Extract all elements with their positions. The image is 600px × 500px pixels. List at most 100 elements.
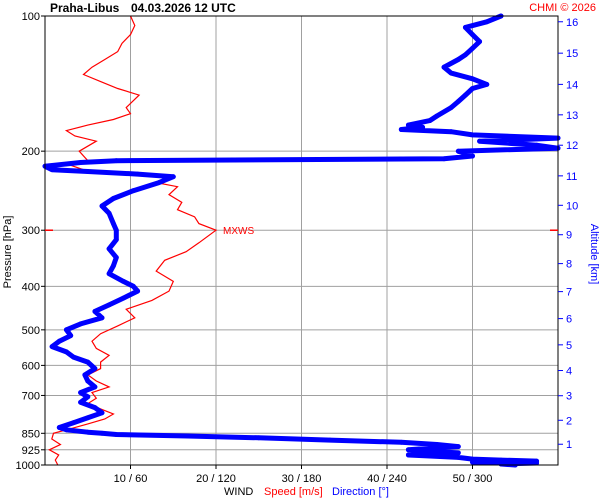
altitude-tick-label: 1 bbox=[566, 439, 572, 451]
pressure-tick-label: 100 bbox=[22, 11, 40, 23]
pressure-tick-label: 850 bbox=[22, 428, 40, 440]
y-axis-label: Pressure [hPa] bbox=[2, 216, 14, 289]
direction-point bbox=[463, 52, 468, 58]
direction-point bbox=[92, 405, 98, 410]
direction-point bbox=[398, 439, 404, 445]
x-axis-label-wind: WIND bbox=[224, 486, 253, 498]
direction-point bbox=[434, 113, 440, 119]
direction-point bbox=[448, 105, 454, 110]
direction-point bbox=[470, 132, 475, 138]
direction-point bbox=[327, 437, 333, 443]
speed-line bbox=[47, 15, 218, 466]
direction-point bbox=[256, 435, 262, 441]
altitude-tick-label: 11 bbox=[566, 171, 577, 183]
direction-point bbox=[534, 142, 539, 148]
direction-point bbox=[185, 433, 190, 439]
direction-point bbox=[85, 429, 91, 435]
pressure-tick-label: 200 bbox=[22, 146, 40, 158]
direction-point bbox=[49, 167, 55, 173]
direction-point bbox=[406, 447, 411, 453]
direction-point bbox=[434, 442, 440, 447]
direction-point bbox=[85, 359, 91, 365]
pressure-tick-label: 1000 bbox=[16, 460, 40, 472]
direction-point bbox=[470, 76, 475, 82]
direction-point bbox=[455, 148, 461, 154]
direction-point bbox=[470, 456, 475, 462]
direction-point bbox=[92, 366, 98, 371]
altitude-tick-label: 12 bbox=[566, 140, 578, 152]
direction-point bbox=[398, 127, 404, 132]
direction-point bbox=[111, 196, 116, 201]
direction-point bbox=[113, 227, 119, 233]
wind-tick-label: 30 / 180 bbox=[282, 473, 322, 485]
direction-point bbox=[78, 390, 83, 395]
altitude-tick-label: 3 bbox=[566, 391, 572, 403]
direction-point bbox=[99, 430, 105, 436]
altitude-tick-label: 6 bbox=[566, 314, 572, 326]
direction-point bbox=[498, 457, 504, 463]
direction-point bbox=[68, 333, 74, 338]
direction-point bbox=[470, 153, 475, 159]
direction-point bbox=[448, 70, 454, 76]
direction-point bbox=[455, 450, 461, 456]
direction-point bbox=[427, 453, 433, 459]
direction-point bbox=[470, 32, 475, 37]
pressure-tick-label: 925 bbox=[22, 445, 40, 457]
wind-tick-label: 20 / 120 bbox=[196, 473, 236, 485]
datetime-title: 04.03.2026 12 UTC bbox=[131, 1, 236, 15]
direction-point bbox=[121, 279, 126, 284]
direction-point bbox=[170, 174, 176, 180]
direction-point bbox=[427, 118, 433, 123]
direction-point bbox=[427, 445, 433, 451]
direction-point bbox=[130, 188, 136, 194]
direction-point bbox=[484, 82, 490, 87]
altitude-tick-label: 5 bbox=[566, 340, 572, 352]
direction-point bbox=[484, 19, 490, 25]
direction-point bbox=[85, 415, 91, 421]
direction-point bbox=[441, 156, 447, 162]
direction-point bbox=[106, 210, 112, 216]
altitude-tick-label: 9 bbox=[566, 230, 572, 242]
direction-point bbox=[113, 432, 119, 437]
direction-point bbox=[406, 122, 411, 128]
pressure-tick-label: 500 bbox=[22, 325, 40, 337]
direction-point bbox=[78, 160, 83, 165]
direction-point bbox=[420, 124, 425, 130]
direction-point bbox=[135, 288, 141, 294]
pressure-tick-label: 400 bbox=[22, 281, 40, 293]
direction-point bbox=[85, 169, 91, 174]
x-axis-label-speed: Speed [m/s] bbox=[264, 486, 323, 498]
direction-point bbox=[121, 295, 126, 301]
credit-label: CHMI © 2026 bbox=[529, 2, 596, 14]
direction-point bbox=[106, 271, 112, 277]
station-title: Praha-Libus bbox=[50, 1, 120, 15]
direction-point bbox=[92, 309, 98, 314]
direction-point bbox=[78, 321, 83, 327]
direction-point bbox=[130, 283, 136, 289]
wind-tick-label: 10 / 60 bbox=[114, 473, 148, 485]
altitude-tick-label: 15 bbox=[566, 48, 578, 60]
direction-point bbox=[455, 455, 461, 460]
direction-point bbox=[113, 237, 119, 243]
altitude-tick-label: 2 bbox=[566, 415, 572, 427]
direction-point bbox=[113, 158, 119, 164]
direction-point bbox=[71, 420, 76, 426]
pressure-tick-label: 300 bbox=[22, 225, 40, 237]
altitude-tick-label: 7 bbox=[566, 287, 572, 299]
direction-point bbox=[135, 171, 141, 177]
direction-point bbox=[156, 180, 162, 186]
axes bbox=[41, 15, 563, 469]
direction-point bbox=[99, 203, 105, 209]
direction-point bbox=[534, 458, 539, 464]
altitude-tick-label: 8 bbox=[566, 259, 572, 271]
direction-point bbox=[85, 394, 91, 400]
direction-point bbox=[99, 410, 105, 416]
x-axis-label-direction: Direction [°] bbox=[332, 486, 389, 498]
direction-point bbox=[85, 378, 91, 384]
direction-point bbox=[113, 255, 119, 260]
direction-point bbox=[477, 138, 482, 144]
direction-point bbox=[434, 451, 440, 457]
direction-point bbox=[111, 221, 116, 227]
